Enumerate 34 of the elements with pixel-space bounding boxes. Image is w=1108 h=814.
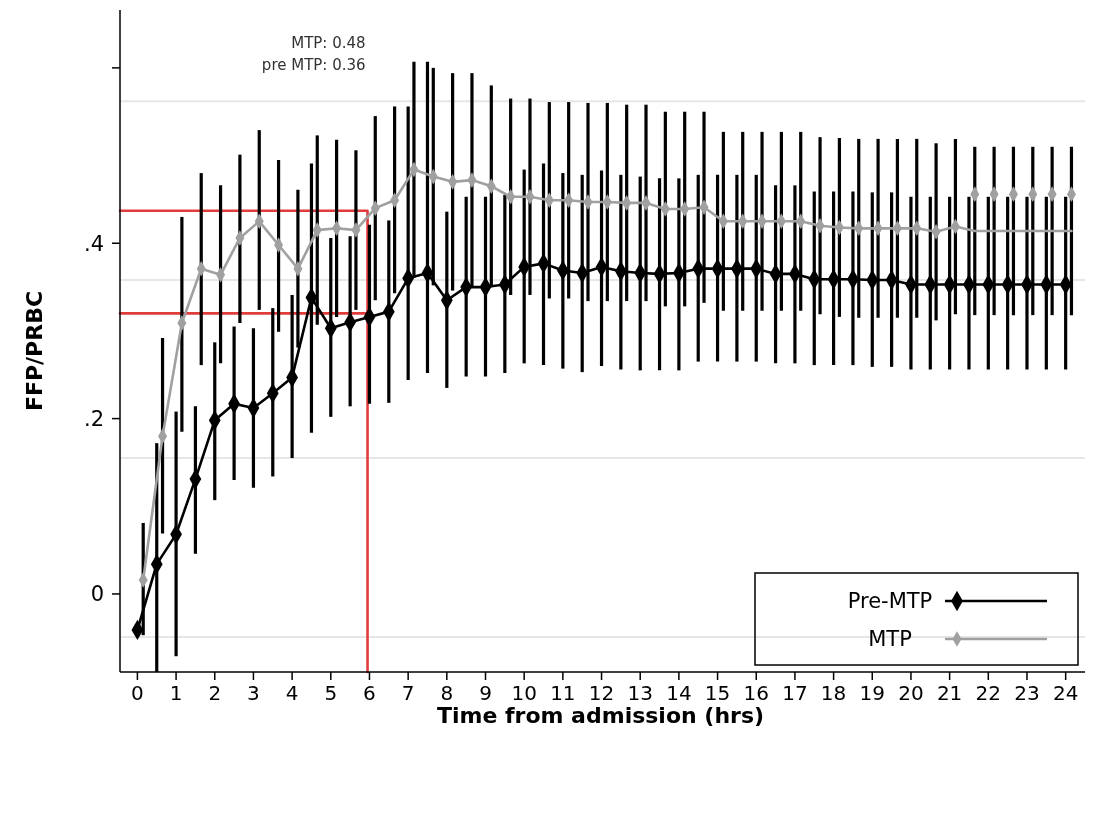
x-tick-label: 18 [820, 681, 847, 705]
x-tick-label: 22 [975, 681, 1002, 705]
x-tick-label: 8 [440, 681, 454, 705]
y-tick-label: 0 [90, 582, 104, 607]
x-tick-label: 9 [479, 681, 492, 705]
x-tick-label: 14 [666, 681, 692, 705]
x-tick-label: 3 [247, 681, 260, 705]
x-tick-label: 1 [169, 681, 183, 705]
x-tick-label: 15 [704, 681, 731, 705]
legend-label: Pre-MTP [847, 589, 933, 613]
legend-label: MTP [868, 627, 912, 651]
x-tick-label: 4 [285, 681, 299, 705]
x-axis-title: Time from admission (hrs) [436, 703, 765, 728]
x-tick-label: 10 [511, 681, 537, 705]
x-tick-label: 5 [324, 681, 338, 705]
x-tick-label: 21 [936, 681, 963, 705]
y-tick-label: .4 [83, 231, 104, 256]
y-axis-title: FFP/PRBC [22, 290, 47, 412]
x-tick-label: 19 [859, 681, 885, 705]
x-tick-label: 17 [782, 681, 808, 705]
x-tick-label: 2 [208, 681, 222, 705]
x-tick-label: 23 [1014, 681, 1040, 705]
annotation: MTP: 0.48 [291, 34, 366, 52]
x-tick-label: 0 [131, 681, 144, 705]
x-tick-label: 7 [401, 681, 415, 705]
x-tick-label: 6 [363, 681, 376, 705]
x-tick-label: 20 [898, 681, 924, 705]
x-tick-label: 16 [743, 681, 769, 705]
y-tick-label: .2 [83, 406, 104, 431]
x-tick-label: 12 [588, 681, 615, 705]
annotation: pre MTP: 0.36 [261, 56, 366, 74]
x-tick-label: 24 [1052, 681, 1079, 705]
x-tick-label: 11 [550, 681, 576, 705]
x-tick-label: 13 [627, 681, 653, 705]
